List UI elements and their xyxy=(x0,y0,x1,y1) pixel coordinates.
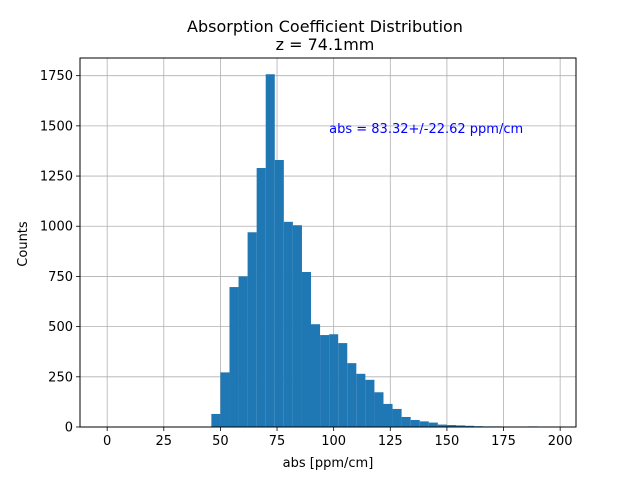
histogram-bar xyxy=(293,225,302,427)
x-tick-label: 50 xyxy=(212,434,229,449)
histogram-bar xyxy=(257,168,266,427)
x-tick-label: 25 xyxy=(156,434,173,449)
y-axis-label: Counts xyxy=(16,221,31,267)
histogram-bar xyxy=(420,421,429,427)
histogram-bar xyxy=(266,74,275,427)
histogram-bar xyxy=(356,374,365,427)
histogram-bar xyxy=(338,343,347,427)
x-tick-label: 100 xyxy=(321,434,346,449)
histogram-bar xyxy=(211,414,220,427)
histogram-bar xyxy=(220,372,229,427)
histogram-bar xyxy=(411,420,420,427)
histogram-bar xyxy=(365,380,374,427)
histogram-bar xyxy=(347,363,356,427)
stats-annotation: abs = 83.32+/-22.62 ppm/cm xyxy=(329,122,523,137)
x-tick-label: 75 xyxy=(269,434,286,449)
histogram-bar xyxy=(320,335,329,427)
histogram-bar xyxy=(311,324,320,427)
histogram-bar xyxy=(393,409,402,427)
x-tick-label: 0 xyxy=(103,434,111,449)
y-tick-label: 1500 xyxy=(40,119,73,134)
histogram-bar xyxy=(229,287,238,427)
y-tick-label: 500 xyxy=(48,320,73,335)
chart-subtitle: z = 74.1mm xyxy=(276,35,375,54)
histogram-bar xyxy=(275,160,284,427)
histogram-bar xyxy=(239,276,248,427)
x-axis-label: abs [ppm/cm] xyxy=(283,456,374,471)
histogram-bar xyxy=(302,272,311,427)
histogram-bar xyxy=(284,222,293,427)
histogram-bar xyxy=(402,417,411,427)
x-tick-label: 175 xyxy=(491,434,516,449)
histogram-bar xyxy=(329,334,338,427)
x-tick-label: 150 xyxy=(434,434,459,449)
y-tick-label: 750 xyxy=(48,270,73,285)
histogram-bar xyxy=(429,423,438,427)
y-tick-label: 250 xyxy=(48,370,73,385)
y-tick-label: 1250 xyxy=(40,170,73,185)
histogram-bar xyxy=(248,232,257,427)
x-tick-label: 125 xyxy=(378,434,403,449)
y-tick-label: 1750 xyxy=(40,69,73,84)
x-tick-label: 200 xyxy=(548,434,573,449)
chart-title: Absorption Coefficient Distribution xyxy=(187,17,463,36)
histogram-bar xyxy=(374,392,383,427)
y-tick-label: 0 xyxy=(65,421,73,436)
y-tick-label: 1000 xyxy=(40,220,73,235)
histogram-bar xyxy=(383,404,392,427)
